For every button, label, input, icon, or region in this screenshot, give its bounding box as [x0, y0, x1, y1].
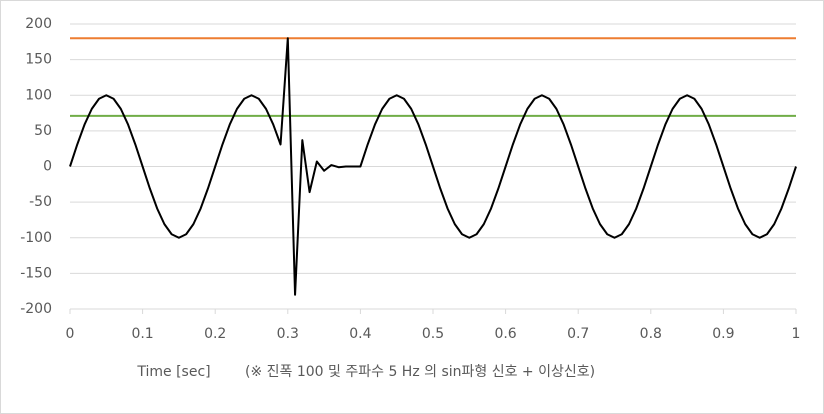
y-tick-label: -100 — [20, 230, 52, 246]
y-tick-label: 50 — [34, 123, 52, 139]
x-tick-label: 0.8 — [640, 326, 662, 342]
x-axis-label: Time [sec] — [136, 364, 210, 380]
x-tick-label: 0.7 — [567, 326, 589, 342]
y-tick-label: 0 — [43, 159, 52, 175]
x-tick-label: 0.9 — [712, 326, 734, 342]
x-tick-label: 0.6 — [494, 326, 516, 342]
y-tick-label: 100 — [25, 87, 52, 103]
y-tick-label: -50 — [29, 194, 52, 210]
y-tick-label: -200 — [20, 301, 52, 317]
x-tick-label: 0.1 — [131, 326, 153, 342]
signal-line — [69, 37, 797, 296]
y-tick-label: 150 — [25, 52, 52, 68]
x-tick-label: 0.3 — [277, 326, 299, 342]
x-tick-label: 0.2 — [204, 326, 226, 342]
x-tick-label: 0.5 — [422, 326, 444, 342]
x-tick-label: 0 — [66, 326, 75, 342]
y-tick-label: 200 — [25, 16, 52, 32]
x-tick-label: 1 — [792, 326, 801, 342]
y-tick-label: -150 — [20, 265, 52, 281]
note: (※ 진폭 100 및 주파수 5 Hz 의 sin파형 신호 + 이상신호) — [245, 364, 595, 380]
x-tick-label: 0.4 — [349, 326, 371, 342]
